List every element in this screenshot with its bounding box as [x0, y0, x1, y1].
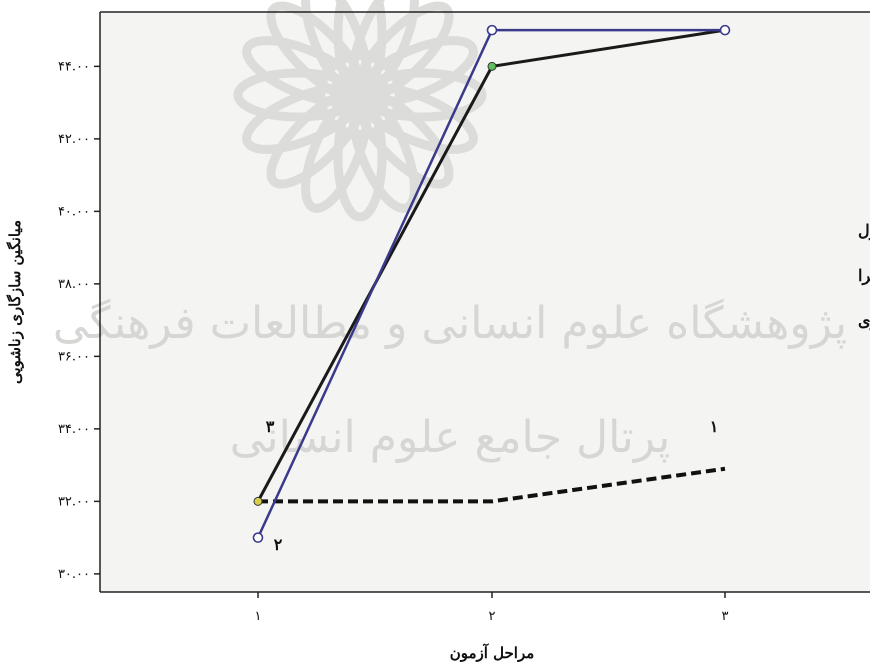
x-tick-label: ۳ — [722, 609, 729, 624]
watermark-rosette-petal — [356, 36, 478, 107]
legend-entry: ۳- رفتاری — [858, 311, 870, 331]
series-line-1 — [258, 466, 726, 504]
series-3-label: ۳ — [266, 417, 275, 436]
y-tick-label: ۳۸.۰۰ — [58, 277, 90, 292]
series-2-label: ۲ — [274, 535, 283, 554]
y-tick-label: ۳۶.۰۰ — [58, 349, 90, 364]
series-3-point — [253, 496, 263, 506]
y-tick-label: ۴۰.۰۰ — [58, 204, 90, 219]
watermark: پژوهشگاه علوم انسانی و مطالعات فرهنگیپرت… — [53, 0, 847, 463]
legend-entry: ۱- کنترل — [858, 221, 870, 241]
y-tick-label: ۴۴.۰۰ — [58, 59, 90, 74]
y-tick-label: ۴۲.۰۰ — [58, 132, 90, 147]
y-tick-label: ۳۴.۰۰ — [58, 422, 90, 437]
axes: ۳۰.۰۰ ۳۲.۰۰ ۳۴.۰۰ ۳۶.۰۰ ۳۸.۰۰ ۴۰.۰۰ ۴۲.۰۰ ۴۴.۰۰… — [58, 11, 870, 624]
x-tick-label: ۲ — [489, 609, 496, 624]
series-2-point — [719, 24, 731, 36]
series-2-point — [486, 24, 498, 36]
x-tick-label: ۱ — [255, 609, 262, 624]
series-1-label: ۱ — [710, 417, 719, 436]
series-2-point — [252, 532, 264, 543]
series-group: ۳ ۲ ۱ — [252, 24, 731, 554]
x-axis-label: مراحل آزمون — [450, 643, 535, 662]
y-axis-label: میانگین سازگاری زناشویی — [6, 220, 24, 384]
series-3-point — [487, 61, 497, 71]
watermark-rosette-ring — [315, 50, 405, 140]
legend: ۱- کنترل ۲- مثبت گرا ۳- رفتاری — [858, 221, 870, 331]
legend-entry: ۲- مثبت گرا — [858, 266, 870, 286]
y-tick-label: ۳۲.۰۰ — [58, 494, 90, 509]
y-tick-label: ۳۰.۰۰ — [58, 567, 90, 582]
plot-area — [100, 12, 870, 592]
watermark-text: پژوهشگاه علوم انسانی و مطالعات فرهنگی — [53, 298, 847, 349]
